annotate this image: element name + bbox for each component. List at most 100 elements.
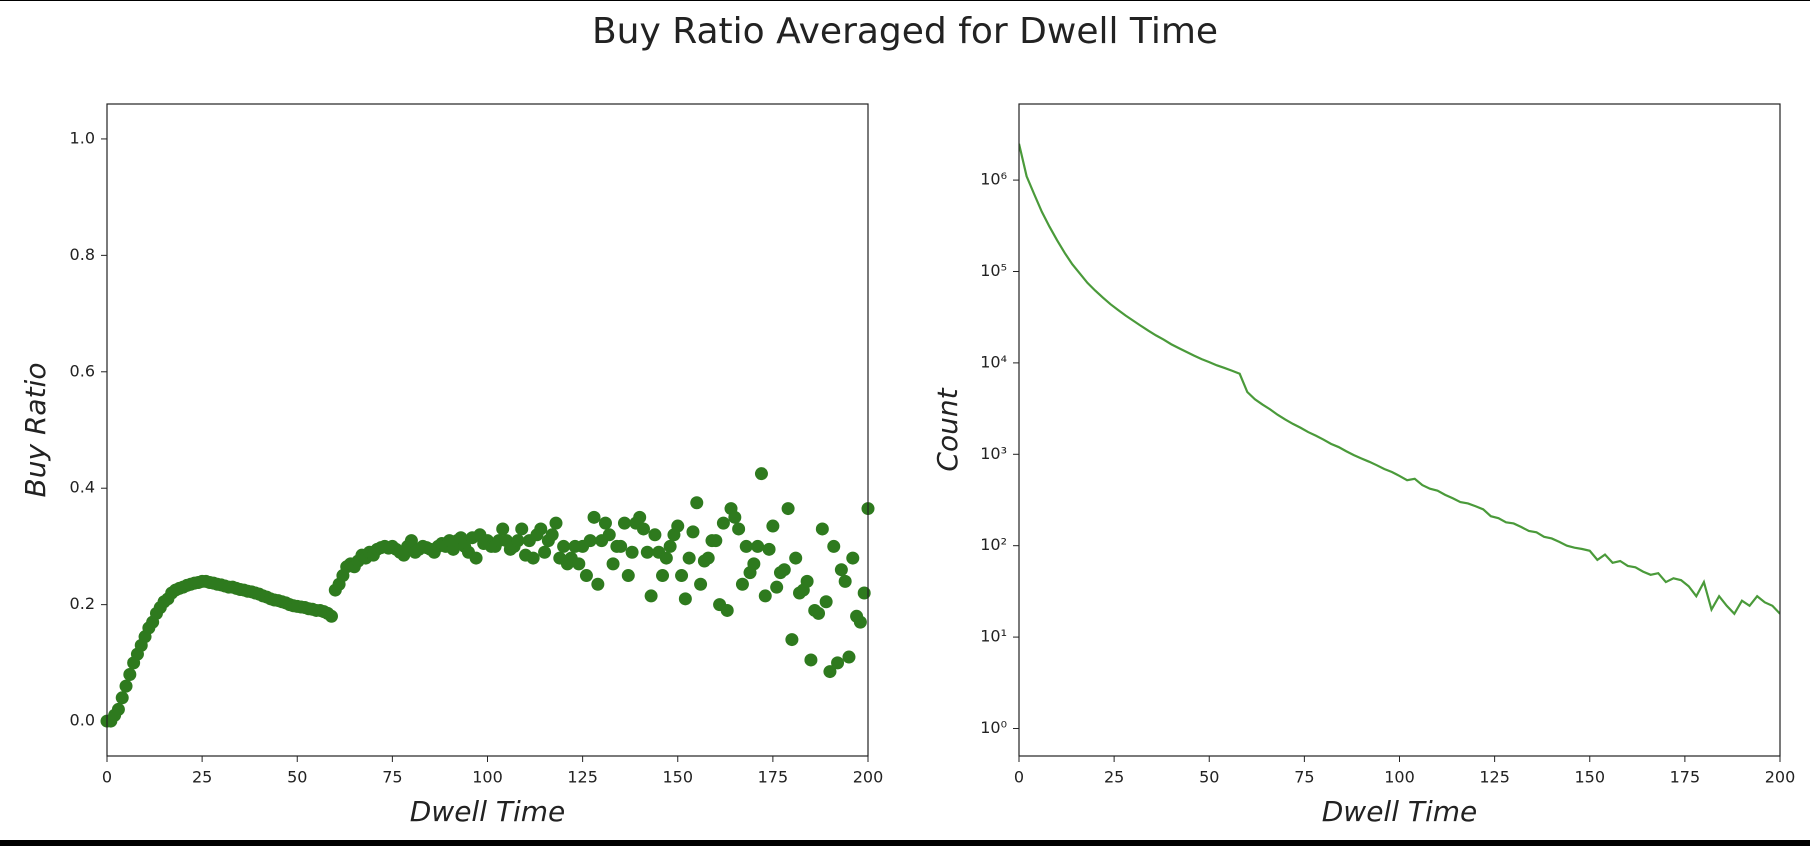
scatter-point: [324, 609, 338, 623]
y-tick-label: 0.8: [70, 245, 95, 264]
x-tick-label: 50: [287, 768, 307, 787]
scatter-point: [557, 539, 571, 553]
scatter-point: [640, 545, 654, 559]
y-tick-label: 10¹: [980, 627, 1007, 646]
scatter-point: [587, 510, 601, 524]
x-tick-label: 100: [1384, 768, 1415, 787]
scatter-point: [857, 586, 871, 600]
y-tick-label: 0.0: [70, 711, 95, 730]
x-tick-label: 125: [567, 768, 598, 787]
scatter-point: [842, 650, 856, 664]
x-tick-label: 25: [1104, 768, 1124, 787]
y-tick-label: 10⁶: [980, 170, 1007, 189]
scatter-point: [675, 569, 689, 583]
scatter-point: [659, 551, 673, 565]
scatter-point: [827, 539, 841, 553]
x-axis-label: Dwell Time: [410, 795, 566, 828]
scatter-point: [579, 569, 593, 583]
scatter-point: [115, 691, 129, 705]
scatter-point: [534, 522, 548, 536]
scatter-point: [812, 606, 826, 620]
scatter-point: [621, 569, 635, 583]
x-tick-label: 75: [1294, 768, 1314, 787]
scatter-point: [694, 577, 708, 591]
scatter-point: [606, 557, 620, 571]
scatter-point: [572, 557, 586, 571]
y-tick-label: 10⁴: [980, 352, 1007, 371]
scatter-point: [648, 528, 662, 542]
scatter-point: [625, 545, 639, 559]
scatter-point: [614, 539, 628, 553]
y-tick-label: 10²: [980, 535, 1007, 554]
scatter-point: [815, 522, 829, 536]
scatter-point: [686, 525, 700, 539]
scatter-point: [777, 563, 791, 577]
scatter-point: [766, 519, 780, 533]
y-tick-label: 10⁰: [980, 718, 1007, 737]
scatter-point: [785, 633, 799, 647]
x-tick-label: 200: [1765, 768, 1796, 787]
scatter-point: [515, 522, 529, 536]
scatter-point: [671, 519, 685, 533]
scatter-point: [751, 539, 765, 553]
scatter-point: [770, 580, 784, 594]
scatter-point: [762, 542, 776, 556]
y-axis-label: Buy Ratio: [19, 363, 52, 498]
y-tick-label: 0.6: [70, 361, 95, 380]
x-axis-label: Dwell Time: [1322, 795, 1478, 828]
scatter-point: [598, 516, 612, 530]
line: [1019, 143, 1780, 616]
scatter-point: [747, 557, 761, 571]
scatter-point: [838, 574, 852, 588]
scatter-point: [819, 595, 833, 609]
scatter-point: [526, 551, 540, 565]
x-tick-label: 25: [192, 768, 212, 787]
scatter-point: [591, 577, 605, 591]
scatter-point: [739, 539, 753, 553]
scatter-point: [617, 516, 631, 530]
scatter-point: [834, 563, 848, 577]
scatter-point: [804, 653, 818, 667]
x-tick-label: 175: [1670, 768, 1701, 787]
y-tick-label: 1.0: [70, 128, 95, 147]
y-tick-label: 10³: [980, 444, 1007, 463]
scatter-point: [682, 551, 696, 565]
figure-title: Buy Ratio Averaged for Dwell Time: [592, 11, 1218, 52]
scatter-point: [602, 528, 616, 542]
scatter-point: [758, 589, 772, 603]
scatter-point: [732, 522, 746, 536]
scatter-point: [735, 577, 749, 591]
scatter-point: [800, 574, 814, 588]
y-tick-label: 0.2: [70, 594, 95, 613]
scatter-point: [789, 551, 803, 565]
axes-frame: [1018, 103, 1781, 757]
scatter-point: [831, 656, 845, 670]
scatter-point: [644, 589, 658, 603]
scatter-point: [716, 516, 730, 530]
scatter-point: [633, 510, 647, 524]
axes-frame: [106, 103, 869, 757]
scatter-point: [549, 516, 563, 530]
x-tick-label: 50: [1199, 768, 1219, 787]
scatter-point: [656, 569, 670, 583]
scatter-point: [496, 522, 510, 536]
scatter-point: [404, 534, 418, 548]
scatter-point: [846, 551, 860, 565]
scatter-point: [583, 534, 597, 548]
scatter-point: [853, 615, 867, 629]
scatter-point: [111, 702, 125, 716]
scatter-point: [119, 679, 133, 693]
x-tick-label: 0: [102, 768, 112, 787]
x-tick-label: 125: [1479, 768, 1510, 787]
scatter-point: [678, 592, 692, 606]
x-tick-label: 100: [472, 768, 503, 787]
x-tick-label: 150: [1574, 768, 1605, 787]
scatter-point: [690, 496, 704, 510]
scatter-point: [469, 551, 483, 565]
scatter-point: [123, 668, 137, 681]
scatter-point: [781, 502, 795, 516]
scatter-point: [728, 510, 742, 524]
x-tick-label: 175: [758, 768, 789, 787]
y-tick-label: 10⁵: [980, 261, 1007, 280]
scatter-point: [701, 551, 715, 565]
